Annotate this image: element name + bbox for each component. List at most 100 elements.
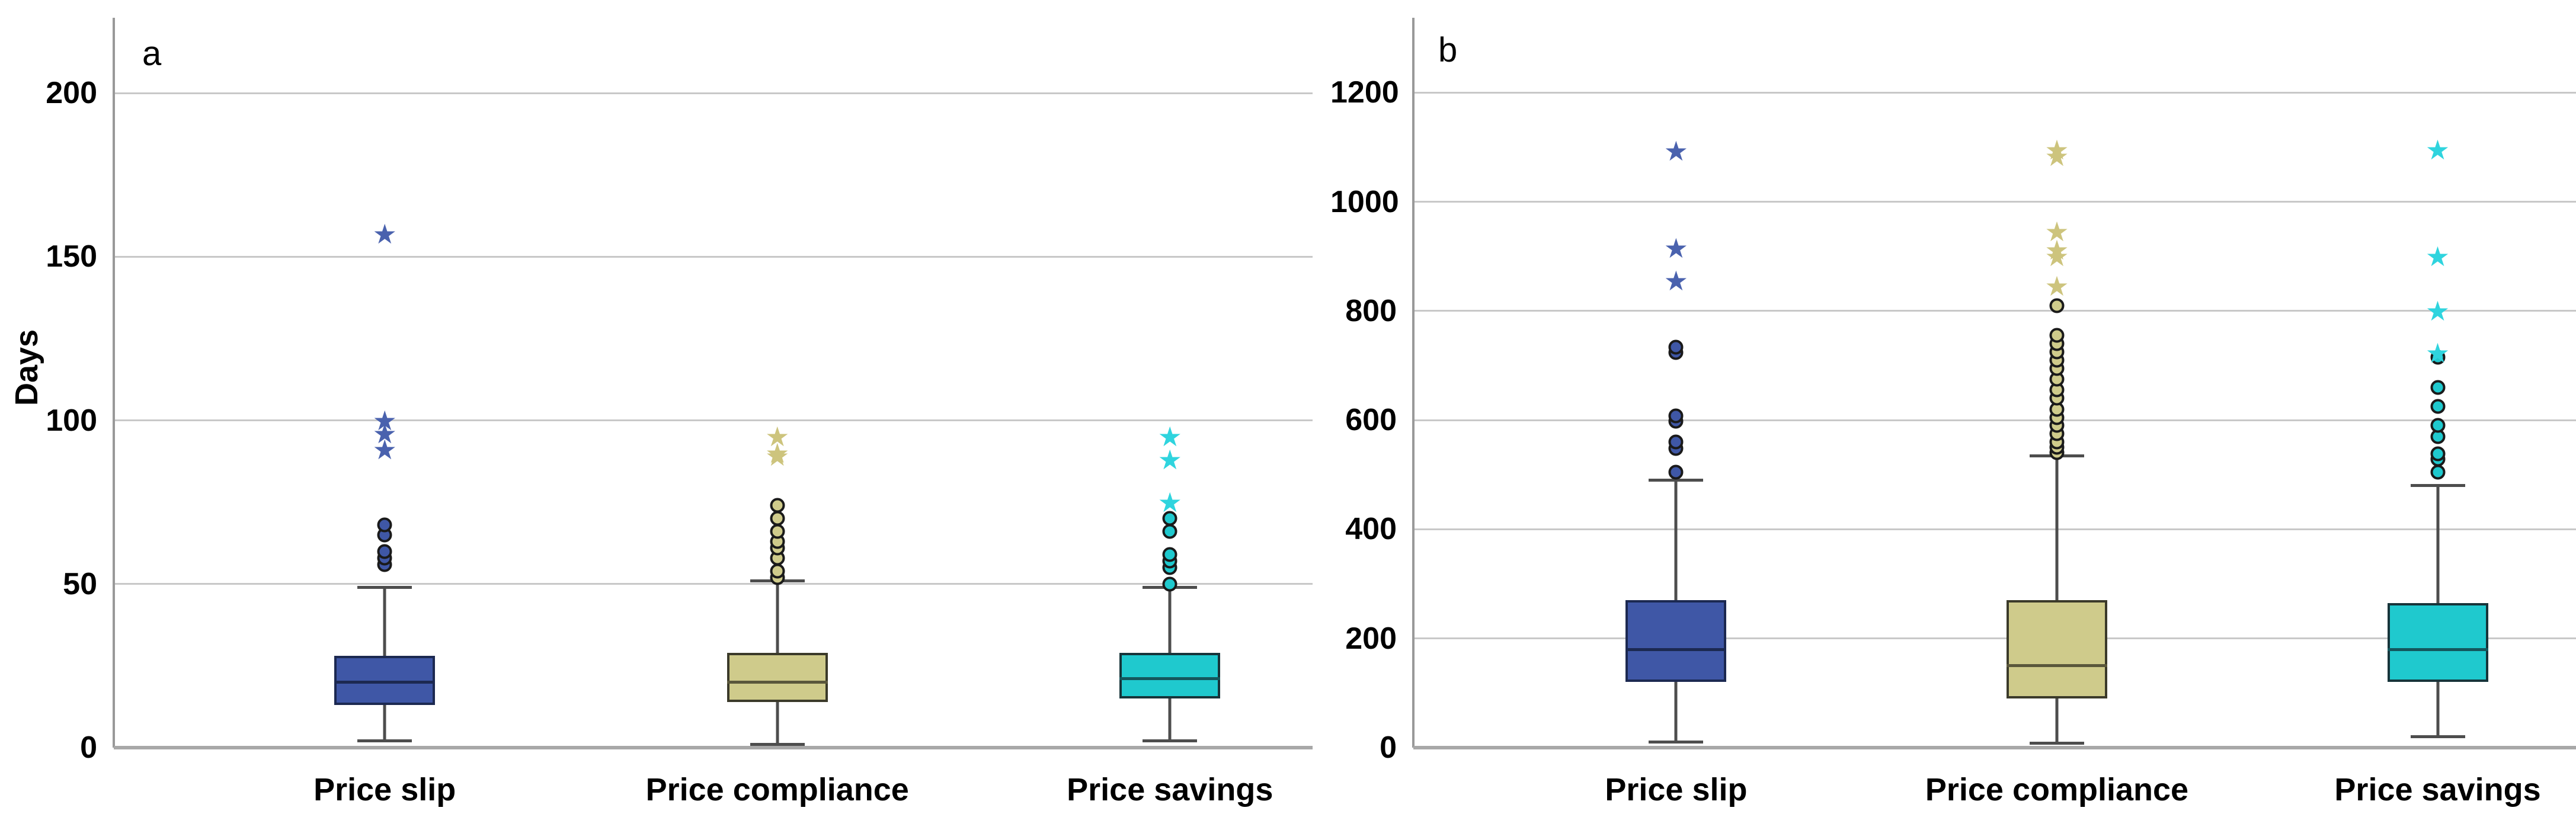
y-tick-label: 1000 <box>1330 184 1399 219</box>
outlier-circle-price-compliance <box>770 563 785 579</box>
outlier-star-price-savings: ★ <box>1157 486 1182 518</box>
median-line-price-savings <box>1119 677 1221 681</box>
outlier-circle-price-savings <box>1162 576 1177 592</box>
outlier-star-price-slip: ★ <box>372 218 397 249</box>
outlier-star-price-savings: ★ <box>1157 444 1182 475</box>
box-price-slip <box>334 656 436 706</box>
outlier-star-price-compliance: ★ <box>2044 134 2069 165</box>
y-tick-label: 50 <box>63 566 97 601</box>
outlier-star-price-slip: ★ <box>372 434 397 466</box>
outlier-star-price-compliance: ★ <box>2044 241 2069 272</box>
outlier-circle-price-savings <box>2430 380 2446 395</box>
y-tick-label: 200 <box>46 76 97 111</box>
x-category-label: Price slip <box>1605 772 1748 807</box>
outlier-star-price-compliance: ★ <box>765 437 790 469</box>
outlier-star-price-compliance: ★ <box>2044 271 2069 302</box>
outlier-circle-price-savings <box>2430 350 2446 365</box>
x-category-label: Price compliance <box>1925 772 2189 807</box>
gridline <box>1413 310 2576 312</box>
y-tick-label: 0 <box>1380 730 1397 765</box>
outlier-star-price-compliance: ★ <box>2044 141 2069 172</box>
x-category-label: Price savings <box>1067 772 1273 807</box>
box-price-savings <box>2387 603 2488 682</box>
gridline <box>1413 201 2576 203</box>
box-price-savings <box>1119 652 1221 699</box>
y-tick-label: 600 <box>1345 403 1397 438</box>
whisker-cap-low-price-compliance <box>750 742 805 746</box>
outlier-circle-price-savings <box>1162 524 1177 539</box>
gridline <box>1413 528 2576 530</box>
panel-label-b: b <box>1438 31 1458 69</box>
x-category-label: Price slip <box>313 772 456 807</box>
outlier-star-price-slip: ★ <box>1663 135 1689 166</box>
outlier-star-price-savings: ★ <box>2425 337 2450 368</box>
whisker-cap-high-price-slip <box>1649 478 1704 482</box>
outlier-circle-price-slip <box>377 544 392 559</box>
median-line-price-compliance <box>2006 664 2107 668</box>
gridline <box>114 583 1313 585</box>
median-line-price-savings <box>2387 648 2488 651</box>
x-category-label: Price compliance <box>645 772 909 807</box>
outlier-circle-price-compliance <box>770 524 785 539</box>
outlier-star-price-slip: ★ <box>1663 232 1689 264</box>
outlier-star-price-compliance: ★ <box>765 441 790 472</box>
y-tick-label: 0 <box>80 730 97 765</box>
median-line-price-slip <box>1625 648 1727 651</box>
plot-area-panel-a: a 0 50 100 150 200 Price slip Price compliance… <box>46 18 1313 807</box>
whisker-cap-low-price-savings <box>2410 735 2465 739</box>
y-axis-line <box>1412 18 1415 748</box>
outlier-star-price-savings: ★ <box>2425 295 2450 326</box>
outlier-circle-price-savings <box>1162 547 1177 562</box>
outlier-star-price-compliance: ★ <box>765 421 790 453</box>
outlier-circle-price-slip <box>377 517 392 533</box>
x-axis-line <box>114 746 1313 749</box>
box-price-slip <box>1625 600 1727 682</box>
y-axis-title: Days <box>9 329 44 406</box>
whisker-cap-high-price-savings <box>2410 484 2465 488</box>
outlier-star-price-savings: ★ <box>1157 421 1182 453</box>
gridline <box>1413 419 2576 421</box>
outlier-circle-price-savings <box>1162 511 1177 526</box>
whisker-cap-high-price-slip <box>357 585 412 589</box>
y-tick-label: 200 <box>1345 621 1397 656</box>
gridline <box>114 419 1313 422</box>
whisker-cap-low-price-slip <box>1649 741 1704 744</box>
outlier-circle-price-slip <box>1668 434 1684 450</box>
whisker-cap-low-price-slip <box>357 739 412 743</box>
x-category-label: Price savings <box>2334 772 2541 807</box>
outlier-star-price-savings: ★ <box>2425 134 2450 165</box>
x-axis-line <box>1413 746 2576 749</box>
outlier-circle-price-slip <box>1668 408 1684 424</box>
y-tick-label: 1200 <box>1330 75 1399 110</box>
outlier-star-price-savings: ★ <box>2425 241 2450 272</box>
outlier-circle-price-savings <box>2430 418 2446 433</box>
median-line-price-compliance <box>727 681 828 684</box>
gridline <box>1413 637 2576 640</box>
whisker-cap-low-price-savings <box>1143 739 1198 743</box>
gridline <box>114 92 1313 94</box>
outlier-star-price-slip: ★ <box>372 405 397 436</box>
whisker-cap-low-price-compliance <box>2029 742 2084 745</box>
whisker-stem-price-compliance <box>2055 456 2059 744</box>
outlier-circle-price-savings <box>2430 399 2446 414</box>
outlier-circle-price-compliance <box>770 498 785 513</box>
outlier-circle-price-slip <box>1668 464 1684 480</box>
outlier-circle-price-compliance <box>2049 328 2065 343</box>
y-tick-label: 100 <box>46 403 97 438</box>
y-axis-line <box>113 18 115 748</box>
y-tick-label: 800 <box>1345 293 1397 328</box>
outlier-circle-price-compliance <box>2049 298 2065 313</box>
outlier-star-price-compliance: ★ <box>2044 234 2069 265</box>
outlier-star-price-slip: ★ <box>372 418 397 449</box>
outlier-star-price-slip: ★ <box>1663 265 1689 297</box>
y-tick-label: 400 <box>1345 512 1397 547</box>
gridline <box>114 255 1313 258</box>
box-price-compliance <box>727 652 828 702</box>
box-price-compliance <box>2006 600 2107 699</box>
outlier-circle-price-slip <box>1668 339 1684 355</box>
outlier-circle-price-compliance <box>770 511 785 526</box>
y-tick-label: 150 <box>46 239 97 274</box>
outlier-circle-price-savings <box>2430 446 2446 462</box>
gridline <box>1413 91 2576 94</box>
